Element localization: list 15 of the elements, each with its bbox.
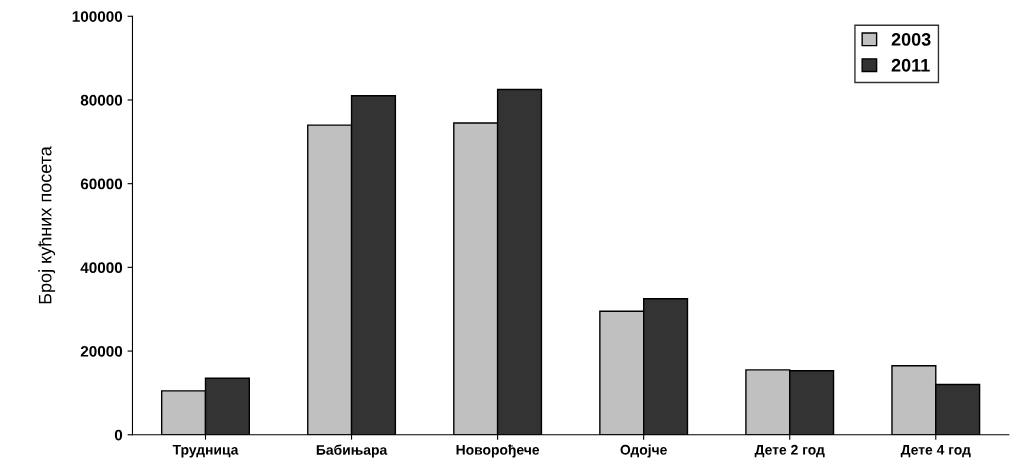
x-tick-label: Дете 2 год xyxy=(754,444,825,458)
x-tick-label: Новорођече xyxy=(456,444,540,458)
x-tick-label: Бабињара xyxy=(316,444,388,458)
legend-label: 2011 xyxy=(891,58,930,72)
legend-label: 2003 xyxy=(891,33,931,46)
y-tick-label: 100000 xyxy=(72,11,123,22)
y-tick-label: 80000 xyxy=(80,94,123,106)
x-tick-label: Трудница xyxy=(172,445,239,458)
y-tick-label: 0 xyxy=(114,429,123,441)
x-tick-label: Дете 4 год xyxy=(900,445,971,458)
x-tick-label: Одојче xyxy=(620,444,667,458)
y-axis-title: Број кућних посета xyxy=(38,146,56,304)
y-tick-label: 60000 xyxy=(80,178,123,190)
y-tick-label: 40000 xyxy=(80,262,123,274)
y-tick-label: 20000 xyxy=(80,345,123,357)
